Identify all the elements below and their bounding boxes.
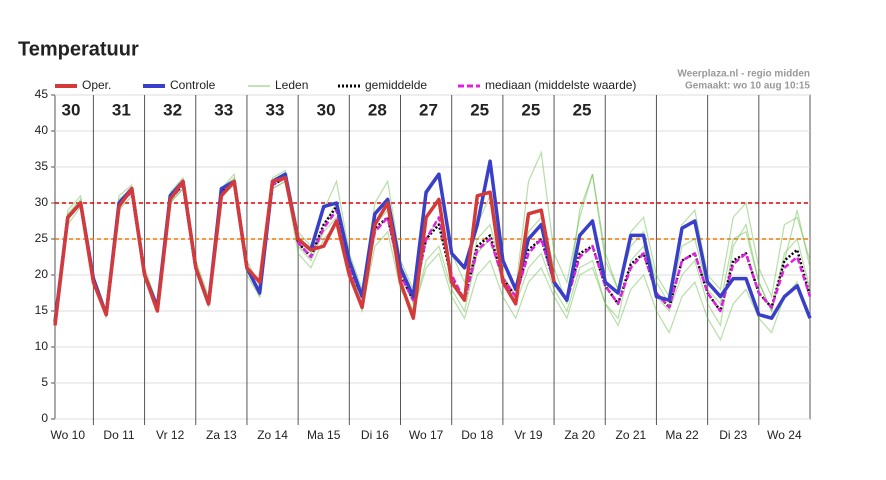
max-temp-label: 33 <box>214 100 233 119</box>
x-tick-label: Di 23 <box>719 428 747 442</box>
max-temp-label: 30 <box>62 100 81 119</box>
y-tick-label: 35 <box>35 159 49 173</box>
x-tick-label: Wo 17 <box>409 428 444 442</box>
max-temp-label: 31 <box>112 100 131 119</box>
max-temp-label: 28 <box>368 100 387 119</box>
max-temp-label: 25 <box>521 100 540 119</box>
x-tick-label: Ma 22 <box>665 428 699 442</box>
y-tick-label: 15 <box>35 303 49 317</box>
max-temp-label: 25 <box>470 100 489 119</box>
legend-label: Leden <box>275 78 308 92</box>
x-tick-label: Vr 12 <box>156 428 185 442</box>
member-line <box>54 180 811 328</box>
y-tick-label: 20 <box>35 267 49 281</box>
x-tick-label: Vr 19 <box>514 428 543 442</box>
y-tick-label: 10 <box>35 339 49 353</box>
credit: Gemaakt: wo 10 aug 10:15 <box>685 81 810 92</box>
max-temp-label: 32 <box>163 100 182 119</box>
legend-label: mediaan (middelste waarde) <box>485 78 636 92</box>
x-tick-label: Wo 10 <box>51 428 86 442</box>
plot-lines <box>53 150 812 342</box>
series-line <box>53 176 556 326</box>
x-tick-label: Do 18 <box>461 428 493 442</box>
y-tick-label: 0 <box>41 411 48 425</box>
y-tick-label: 25 <box>35 231 49 245</box>
y-tick-label: 40 <box>35 123 49 137</box>
x-tick-label: Zo 21 <box>616 428 647 442</box>
max-temp-label: 27 <box>419 100 438 119</box>
legend-label: Controle <box>170 78 216 92</box>
legend-label: Oper. <box>82 78 111 92</box>
x-tick-label: Ma 15 <box>307 428 341 442</box>
y-tick-label: 45 <box>35 87 49 101</box>
x-tick-label: Do 11 <box>103 428 134 442</box>
max-temp-label: 25 <box>573 100 592 119</box>
y-tick-label: 5 <box>41 375 48 389</box>
chart-title: Temperatuur <box>18 38 139 60</box>
plot-area <box>54 94 811 420</box>
legend: Oper. Controle Leden gemiddelde mediaan (mid… <box>55 78 636 92</box>
x-tick-label: Za 20 <box>564 428 595 442</box>
y-tick-label: 30 <box>35 195 49 209</box>
x-tick-label: Za 13 <box>206 428 237 442</box>
x-tick-label: Di 16 <box>361 428 389 442</box>
x-tick-label: Wo 24 <box>767 428 802 442</box>
x-tick-label: Zo 14 <box>257 428 288 442</box>
credit: Weerplaza.nl - regio midden <box>677 69 810 80</box>
legend-label: gemiddelde <box>365 78 427 92</box>
member-line <box>54 180 811 342</box>
max-temp-label: 30 <box>317 100 336 119</box>
max-temp-label: 33 <box>265 100 284 119</box>
